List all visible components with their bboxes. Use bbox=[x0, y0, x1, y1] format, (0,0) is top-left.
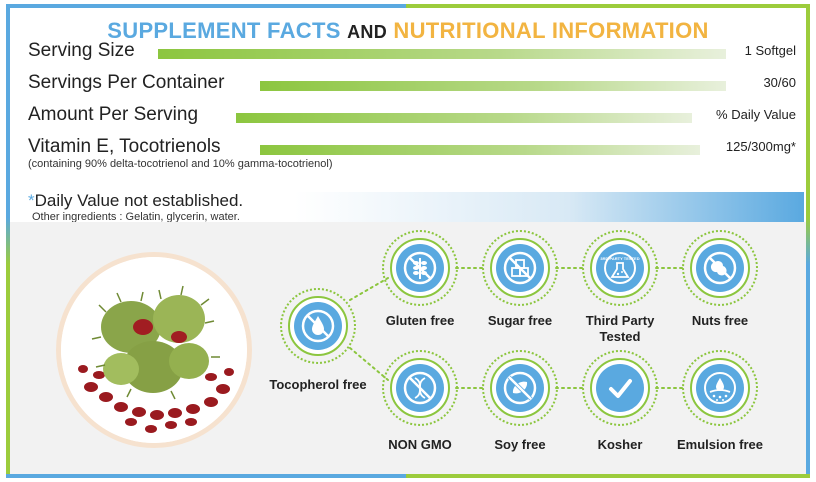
fact-label: Vitamin E, Tocotrienols bbox=[28, 136, 221, 157]
frame-bottom-blue bbox=[6, 474, 406, 478]
fact-row-servings-per-container: Servings Per Container 30/60 bbox=[28, 72, 796, 96]
badge-label: Third Party Tested bbox=[585, 313, 655, 344]
composition-note: (containing 90% delta-tocotrienol and 10… bbox=[28, 158, 333, 170]
daily-value-band bbox=[20, 192, 804, 226]
heading-nutritional-information: NUTRITIONAL INFORMATION bbox=[393, 18, 709, 43]
heading-and: AND bbox=[347, 22, 387, 42]
annatto-pods-illustration bbox=[61, 257, 247, 443]
badge-label: Emulsion free bbox=[677, 437, 763, 452]
badge-label: Gluten free bbox=[385, 313, 455, 328]
frame-bottom-green bbox=[406, 474, 810, 478]
panel-heading: SUPPLEMENT FACTS AND NUTRITIONAL INFORMA… bbox=[10, 18, 806, 44]
fact-label: Serving Size bbox=[28, 40, 135, 61]
fact-label: Amount Per Serving bbox=[28, 104, 199, 125]
badge-label: Tocopherol free bbox=[269, 377, 367, 392]
fact-value: 125/300mg* bbox=[725, 139, 796, 154]
fact-bar bbox=[158, 49, 726, 59]
badge-third-party-tested: 3RD PARTY TESTED bbox=[582, 230, 658, 306]
daily-value-note: *Daily Value not established. bbox=[28, 191, 244, 210]
badge-kosher bbox=[582, 350, 658, 426]
flask-icon: 3RD PARTY TESTED bbox=[600, 252, 640, 284]
frame-top-blue bbox=[6, 4, 406, 8]
checkmark-icon bbox=[609, 379, 632, 398]
badge-nuts-free bbox=[682, 230, 758, 306]
dna-icon bbox=[403, 371, 437, 405]
emulsion-icon bbox=[704, 372, 736, 404]
sugar-cubes-icon bbox=[503, 251, 537, 285]
fact-value: % Daily Value bbox=[716, 107, 796, 122]
frame-right bbox=[806, 4, 810, 478]
badge-non-gmo bbox=[382, 350, 458, 426]
fact-bar bbox=[260, 145, 700, 155]
badge-emulsion-free bbox=[682, 350, 758, 426]
frame-top-green bbox=[406, 4, 810, 8]
soybean-icon bbox=[503, 371, 537, 405]
fact-value: 1 Softgel bbox=[744, 43, 796, 58]
other-ingredients: Other ingredients : Gelatin, glycerin, w… bbox=[32, 211, 240, 223]
fact-value: 30/60 bbox=[763, 75, 796, 90]
fact-bar bbox=[236, 113, 692, 123]
fact-bar bbox=[260, 81, 726, 91]
supplement-facts-panel: SUPPLEMENT FACTS AND NUTRITIONAL INFORMA… bbox=[10, 8, 806, 226]
frame-left bbox=[6, 4, 10, 478]
wheat-icon bbox=[403, 251, 437, 285]
fact-row-amount-per-serving: Amount Per Serving % Daily Value bbox=[28, 104, 796, 128]
badge-tocopherol-free bbox=[280, 288, 356, 364]
badge-label: Sugar free bbox=[487, 313, 553, 328]
badge-sugar-free bbox=[482, 230, 558, 306]
badge-label: Soy free bbox=[494, 437, 546, 452]
badge-label: Kosher bbox=[597, 437, 643, 452]
badge-label: NON GMO bbox=[388, 437, 452, 452]
svg-text:3RD PARTY TESTED: 3RD PARTY TESTED bbox=[600, 256, 639, 261]
fact-row-serving-size: Serving Size 1 Softgel bbox=[28, 40, 796, 64]
annatto-image bbox=[56, 252, 252, 448]
badge-soy-free bbox=[482, 350, 558, 426]
water-drop-icon bbox=[301, 309, 335, 343]
badge-label: Nuts free bbox=[691, 313, 749, 328]
fact-row-vitamin-e: Vitamin E, Tocotrienols 125/300mg* bbox=[28, 136, 796, 160]
fact-label: Servings Per Container bbox=[28, 72, 225, 93]
heading-supplement-facts: SUPPLEMENT FACTS bbox=[107, 18, 341, 43]
peanut-icon bbox=[703, 251, 737, 285]
badge-gluten-free bbox=[382, 230, 458, 306]
